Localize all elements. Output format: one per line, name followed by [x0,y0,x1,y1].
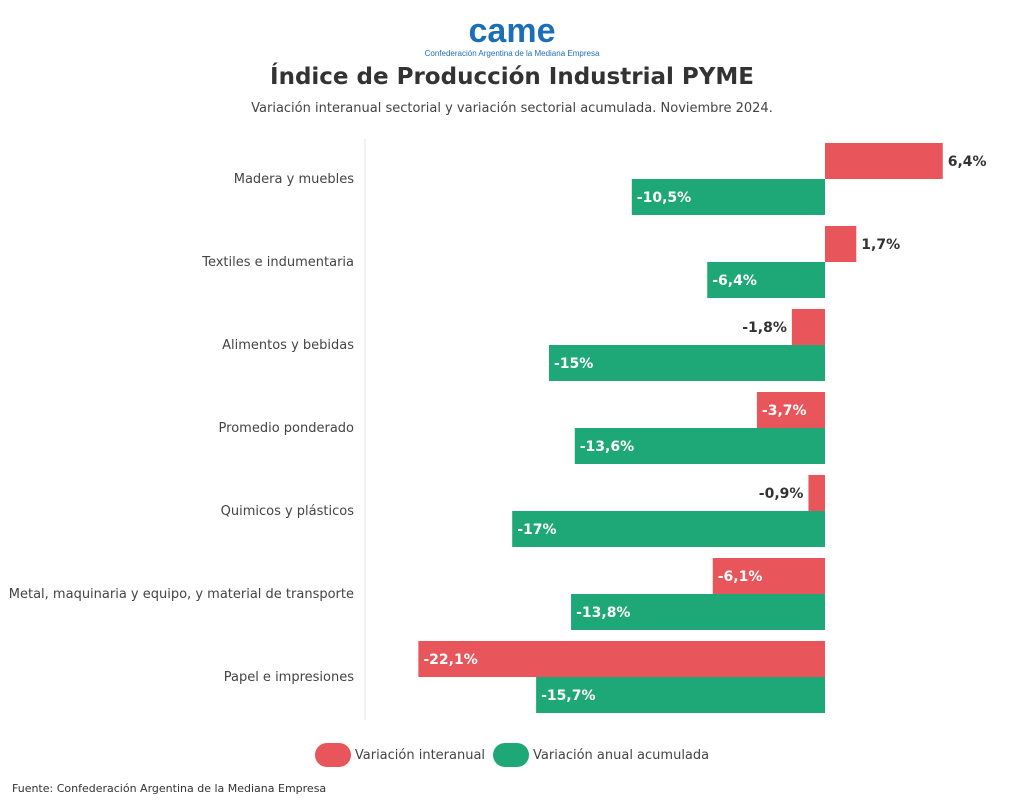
bar-interanual [756,392,825,428]
data-label: -17% [517,522,556,538]
data-label: -1,8% [742,320,787,336]
legend: Variación interanual Variación anual acu… [0,743,1024,767]
category-label: Madera y muebles [234,172,354,187]
legend-swatch [493,743,530,767]
data-label: -6,4% [712,273,757,289]
data-label: -10,5% [637,190,691,206]
chart-title: Índice de Producción Industrial PYME [270,64,754,90]
legend-item-interanual[interactable]: Variación interanual [314,743,486,767]
bar-interanual [825,143,943,179]
category-label: Textiles e indumentaria [201,255,354,270]
legend-item-acumulada[interactable]: Variación anual acumulada [493,743,709,767]
chart-subtitle: Variación interanual sectorial y variaci… [251,101,773,116]
data-label: -6,1% [718,569,763,585]
data-label: -15% [554,356,593,372]
bar-interanual [791,309,825,345]
bar-acumulada [707,262,825,298]
bar-acumulada [631,179,825,215]
data-label: 1,7% [861,237,900,253]
category-label: Metal, maquinaria y equipo, y material d… [9,587,354,602]
came-logo: came [469,12,556,50]
bar-interanual [808,475,825,511]
bar-acumulada [574,428,825,464]
data-label: -22,1% [423,652,477,668]
bar-chart: Madera y muebles 6,4% -10,5% Textiles e ind… [9,139,987,720]
legend-swatch [314,743,351,767]
category-label: Quimicos y plásticos [221,504,355,519]
legend-label: Variación anual acumulada [533,747,710,763]
source-note: Fuente: Confederación Argentina de la Me… [12,782,327,795]
category-label: Papel e impresiones [224,670,355,685]
data-label: -13,8% [576,605,630,621]
bar-acumulada [512,511,825,547]
legend-label: Variación interanual [354,747,486,763]
bar-interanual [418,641,825,677]
bar-acumulada [536,677,825,713]
category-label: Promedio ponderado [219,421,354,436]
data-label: -3,7% [762,403,807,419]
logo-wordmark: came [469,12,556,50]
logo-tagline: Confederación Argentina de la Mediana Em… [424,49,600,58]
data-label: 6,4% [948,154,987,170]
data-label: -15,7% [541,688,595,704]
bar-interanual [712,558,825,594]
bar-acumulada [571,594,825,630]
bar-acumulada [549,345,825,381]
data-label: -0,9% [759,486,804,502]
category-label: Alimentos y bebidas [222,338,354,353]
data-label: -13,6% [580,439,634,455]
bar-interanual [825,226,857,262]
